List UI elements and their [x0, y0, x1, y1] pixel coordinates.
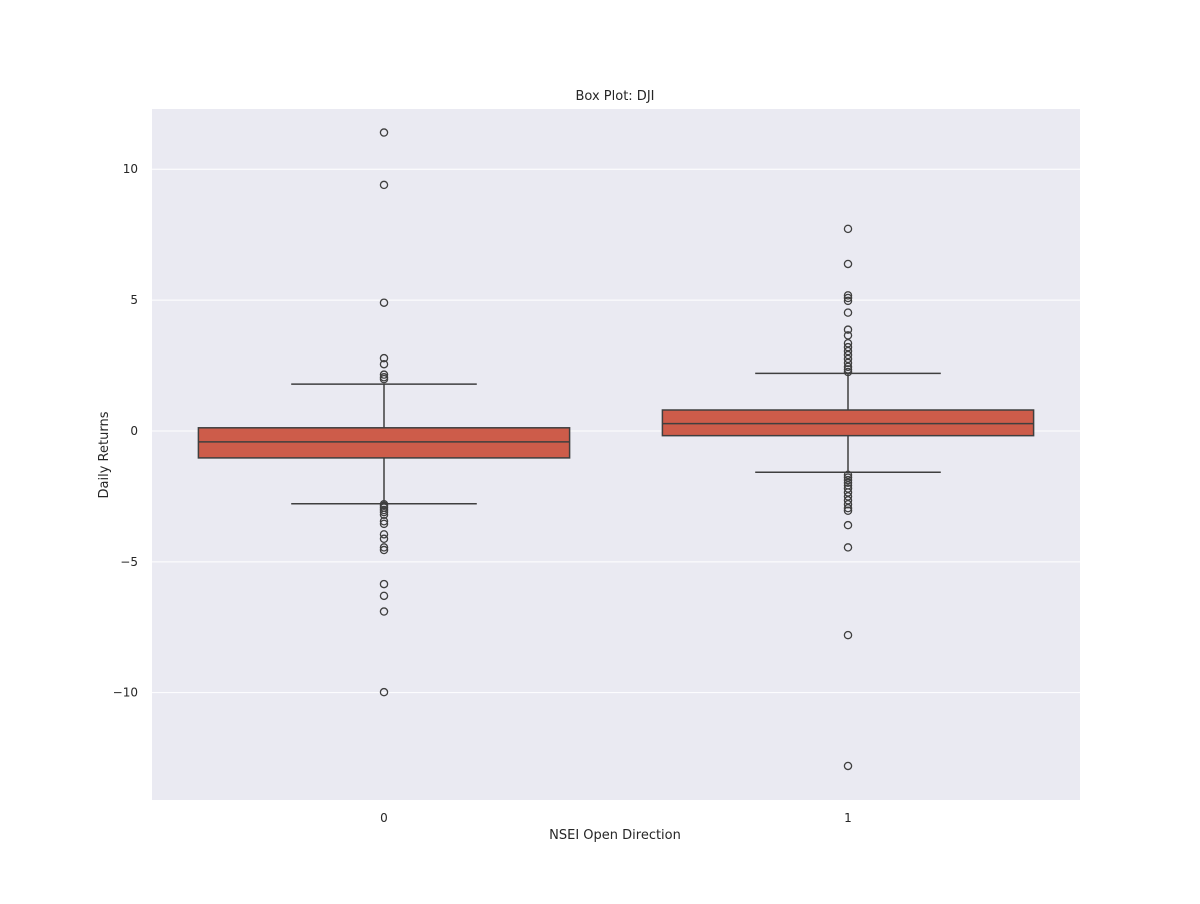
outlier-point: [379, 607, 389, 616]
box-group-0: [197, 128, 571, 697]
outlier-point: [843, 362, 853, 372]
y-axis-ticks: −10 −5 0 5 10: [113, 162, 138, 699]
outlier-point: [843, 291, 853, 300]
box-group-1: [661, 224, 1035, 771]
x-tick-label: 0: [380, 811, 388, 825]
outlier-point: [843, 308, 853, 317]
x-axis-label: NSEI Open Direction: [549, 828, 681, 843]
outlier-point: [843, 367, 853, 377]
outlier-point: [379, 579, 389, 589]
outlier-point: [843, 630, 853, 640]
outlier-point: [843, 488, 853, 497]
outlier-point: [843, 520, 853, 530]
outlier-point: [843, 470, 853, 480]
outlier-point: [379, 687, 389, 697]
outlier-point: [843, 259, 853, 269]
outlier-point: [379, 545, 389, 555]
outlier-point: [379, 530, 389, 539]
outlier-point: [379, 507, 389, 517]
outlier-point: [843, 496, 853, 505]
y-axis-label: Daily Returns: [97, 411, 112, 498]
outlier-point: [379, 534, 389, 544]
outlier-point: [843, 365, 853, 374]
outlier-point: [843, 492, 853, 501]
y-tick-label: −10: [113, 686, 138, 700]
y-tick-label: −5: [120, 555, 138, 569]
iqr-box: [197, 427, 571, 459]
box-layer: [197, 128, 1035, 771]
outlier-point: [843, 484, 853, 493]
outlier-point: [379, 370, 389, 379]
outlier-point: [843, 354, 853, 364]
outlier-point: [379, 591, 389, 601]
outlier-point: [379, 353, 389, 363]
outlier-point: [843, 346, 853, 356]
outlier-point: [379, 510, 389, 519]
outlier-point: [843, 342, 853, 352]
outlier-point: [843, 224, 853, 234]
y-tick-label: 5: [130, 293, 138, 307]
chart-title: Box Plot: DJI: [576, 89, 655, 104]
outlier-point: [843, 325, 853, 334]
outlier-point: [843, 339, 853, 348]
y-tick-label: 10: [123, 162, 138, 176]
x-tick-label: 1: [844, 811, 852, 825]
outlier-point: [843, 350, 853, 360]
outlier-point: [843, 499, 853, 509]
outlier-point: [843, 506, 853, 516]
outlier-point: [843, 296, 853, 306]
outlier-point: [843, 503, 853, 513]
outlier-point: [379, 180, 389, 190]
outlier-point: [843, 293, 853, 303]
outlier-point: [379, 374, 389, 384]
outlier-point: [843, 331, 853, 340]
outlier-point: [379, 298, 389, 307]
outlier-point: [379, 516, 389, 526]
outlier-point: [379, 519, 389, 529]
outlier-point: [843, 358, 853, 368]
outlier-point: [843, 761, 853, 771]
outlier-point: [843, 478, 853, 488]
y-tick-label: 0: [130, 424, 138, 438]
outlier-point: [379, 543, 389, 552]
outlier-point: [843, 543, 853, 552]
outlier-point: [843, 475, 853, 485]
iqr-box: [661, 409, 1035, 437]
outlier-point: [379, 359, 389, 369]
outlier-point: [379, 128, 389, 137]
outlier-point: [843, 473, 853, 482]
